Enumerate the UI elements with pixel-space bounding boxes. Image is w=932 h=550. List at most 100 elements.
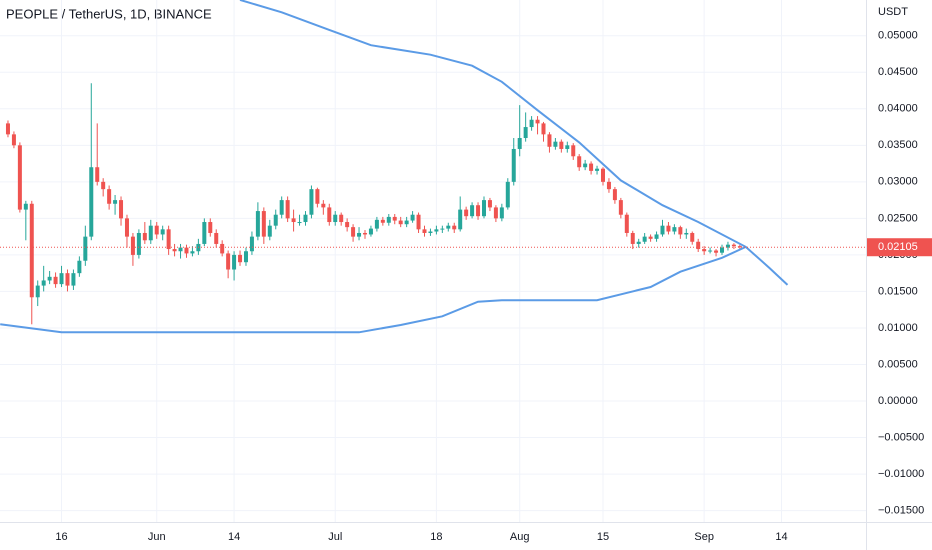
candle-body — [202, 222, 207, 244]
candle-body — [351, 227, 356, 237]
candle-body — [392, 216, 397, 221]
candle-body — [487, 200, 492, 208]
candle-body — [59, 273, 64, 285]
candle-body — [297, 222, 302, 224]
candle-body — [249, 236, 254, 252]
candle-body — [452, 225, 457, 230]
candle-body — [690, 232, 695, 242]
candle-body — [476, 205, 481, 217]
y-tick-label: 0.01000 — [878, 322, 918, 334]
candle-body — [410, 214, 415, 221]
axis-unit: USDT — [878, 6, 908, 18]
candle-body — [71, 273, 76, 286]
candle-body — [23, 203, 28, 210]
candle-body — [648, 236, 653, 239]
candle-body — [374, 219, 379, 229]
y-tick-label: 0.04000 — [878, 103, 918, 115]
candle-body — [95, 167, 100, 182]
candle-body — [357, 232, 362, 237]
candle-body — [440, 228, 445, 230]
candle-body — [517, 138, 522, 149]
x-tick-label: Jun — [148, 531, 166, 543]
candle-body — [77, 260, 82, 274]
candle-body — [315, 189, 320, 204]
y-tick-label: −0.01000 — [878, 468, 924, 480]
candle-body — [130, 236, 135, 255]
candle-body — [190, 251, 195, 254]
candle-body — [136, 232, 141, 255]
candle-body — [309, 189, 314, 215]
chart-title: PEOPLE / TetherUS, 1D, BINANCE — [6, 6, 212, 21]
candle-body — [737, 246, 742, 248]
candle-body — [612, 189, 617, 201]
y-tick-label: 0.01500 — [878, 285, 918, 297]
x-tick-label: Jul — [328, 531, 342, 543]
candle-body — [238, 254, 243, 263]
candle-body — [422, 229, 427, 233]
candle-body — [232, 254, 237, 270]
candle-body — [214, 232, 219, 244]
candle-body — [470, 205, 475, 217]
candle-body — [47, 276, 52, 281]
candle-body — [493, 207, 498, 219]
candle-body — [541, 123, 546, 135]
candle-body — [702, 249, 707, 252]
candle-body — [660, 225, 665, 235]
candle-body — [523, 127, 528, 139]
y-tick-label: 0.02500 — [878, 212, 918, 224]
candle-body — [124, 218, 129, 237]
candle-body — [672, 227, 677, 232]
y-tick-label: 0.00500 — [878, 358, 918, 370]
candle-body — [398, 220, 403, 225]
y-tick-label: 0.03000 — [878, 176, 918, 188]
y-tick-label: 0.03500 — [878, 139, 918, 151]
candle-body — [731, 244, 736, 247]
candle-body — [172, 249, 177, 252]
candle-body — [458, 209, 463, 230]
candle-body — [267, 225, 272, 237]
candle-body — [553, 141, 558, 147]
candle-body — [65, 273, 70, 286]
x-tick-label: 18 — [430, 531, 442, 543]
candle-body — [142, 232, 147, 241]
candle-body — [5, 123, 10, 135]
candle-body — [678, 227, 683, 235]
candle-body — [636, 241, 641, 244]
candle-body — [696, 241, 701, 250]
candle-body — [368, 228, 373, 235]
candle-body — [434, 229, 439, 232]
x-tick-label: 14 — [775, 531, 787, 543]
candle-body — [160, 229, 165, 235]
candle-body — [184, 247, 189, 254]
y-tick-label: 0.05000 — [878, 30, 918, 42]
candle-body — [589, 163, 594, 171]
candle-body — [273, 214, 278, 226]
candle-body — [29, 203, 34, 298]
candle-body — [148, 225, 153, 241]
candle-body — [11, 134, 16, 146]
candle-body — [261, 211, 266, 237]
candle-body — [333, 214, 338, 223]
candle-body — [255, 211, 260, 237]
band-line — [0, 245, 747, 334]
candle-body — [505, 181, 510, 208]
candle-body — [630, 232, 635, 244]
candle-body — [481, 200, 486, 217]
candle-body — [416, 214, 421, 230]
candle-body — [178, 247, 183, 252]
candle-body — [89, 167, 94, 237]
candle-body — [559, 141, 564, 149]
candle-body — [345, 222, 350, 228]
candle-body — [53, 276, 58, 285]
candle-body — [720, 247, 725, 253]
candle-body — [327, 207, 332, 223]
candle-body — [571, 145, 576, 157]
candle-body — [386, 216, 391, 223]
candle-body — [535, 119, 540, 124]
candle-body — [362, 232, 367, 235]
candle-body — [101, 181, 106, 190]
candle-body — [708, 250, 713, 252]
candle-body — [243, 251, 248, 263]
